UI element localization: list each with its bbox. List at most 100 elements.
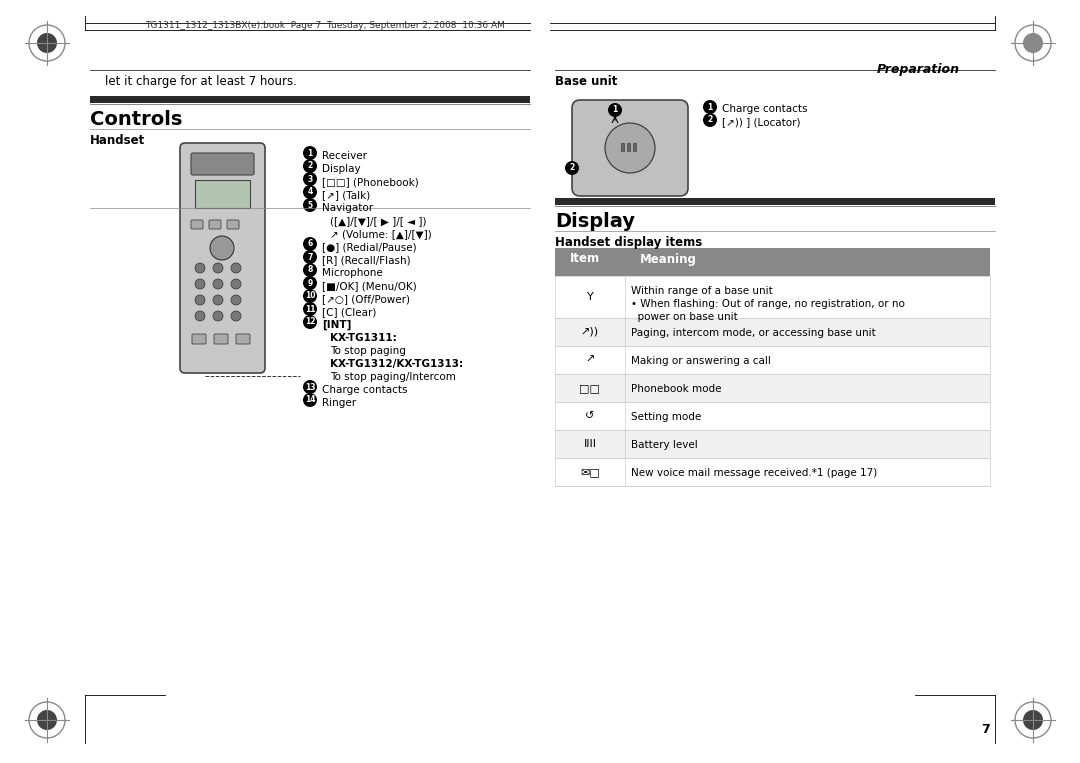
Text: 2: 2 [707, 115, 713, 124]
Circle shape [703, 113, 717, 127]
Text: • When flashing: Out of range, no registration, or no: • When flashing: Out of range, no regist… [631, 299, 905, 309]
Circle shape [195, 311, 205, 321]
Text: Y: Y [586, 292, 593, 302]
Text: To stop paging/Intercom: To stop paging/Intercom [330, 372, 456, 382]
Text: To stop paging: To stop paging [330, 346, 406, 356]
Text: 5: 5 [308, 201, 312, 210]
Text: Display: Display [322, 164, 361, 174]
Text: Navigator: Navigator [322, 203, 373, 213]
Circle shape [303, 198, 318, 212]
Text: Item: Item [570, 253, 600, 266]
Circle shape [1023, 33, 1043, 53]
Circle shape [605, 123, 654, 173]
Text: Microphone: Microphone [322, 268, 382, 278]
Text: 1: 1 [612, 105, 618, 114]
Text: New voice mail message received.*1 (page 17): New voice mail message received.*1 (page… [631, 468, 877, 478]
Circle shape [303, 315, 318, 329]
Text: 2: 2 [308, 162, 312, 170]
Bar [555, 346, 990, 374]
Text: Paging, intercom mode, or accessing base unit: Paging, intercom mode, or accessing base… [631, 328, 876, 338]
Text: 6: 6 [308, 240, 312, 249]
Text: 14: 14 [305, 395, 315, 404]
Text: 7: 7 [308, 253, 313, 262]
FancyBboxPatch shape [191, 153, 254, 175]
Text: [↗)) ] (Locator): [↗)) ] (Locator) [723, 117, 800, 127]
Bar [555, 402, 990, 430]
Text: ([▲]/[▼]/[ ▶ ]/[ ◄ ]): ([▲]/[▼]/[ ▶ ]/[ ◄ ]) [330, 216, 427, 226]
Circle shape [195, 263, 205, 273]
Text: 3: 3 [308, 175, 312, 183]
Text: power on base unit: power on base unit [631, 312, 738, 322]
Text: □□: □□ [580, 383, 600, 393]
FancyBboxPatch shape [210, 220, 221, 229]
Text: let it charge for at least 7 hours.: let it charge for at least 7 hours. [105, 75, 297, 88]
FancyBboxPatch shape [192, 334, 206, 344]
Circle shape [303, 146, 318, 160]
Circle shape [1023, 710, 1043, 730]
Text: 12: 12 [305, 317, 315, 327]
Text: Phonebook mode: Phonebook mode [631, 384, 721, 394]
Circle shape [303, 250, 318, 264]
Bar [633, 143, 636, 151]
Text: 11: 11 [305, 304, 315, 314]
Text: Meaning: Meaning [640, 253, 697, 266]
Circle shape [303, 276, 318, 290]
Circle shape [303, 263, 318, 277]
Text: Preparation: Preparation [877, 63, 960, 76]
Circle shape [231, 311, 241, 321]
Text: Handset: Handset [90, 134, 145, 147]
FancyBboxPatch shape [191, 220, 203, 229]
Text: 8: 8 [308, 266, 313, 275]
Text: 9: 9 [308, 278, 312, 288]
Text: TG1311_1312_1313BX(e).book  Page 7  Tuesday, September 2, 2008  10:36 AM: TG1311_1312_1313BX(e).book Page 7 Tuesda… [145, 21, 504, 30]
Text: ↗: ↗ [585, 355, 595, 365]
Text: ↺: ↺ [585, 411, 595, 421]
Bar [555, 276, 990, 318]
Circle shape [303, 289, 318, 303]
Circle shape [231, 263, 241, 273]
Text: Display: Display [555, 212, 635, 231]
Text: [□□] (Phonebook): [□□] (Phonebook) [322, 177, 419, 187]
Text: Receiver: Receiver [322, 151, 367, 161]
Bar [555, 318, 990, 346]
Circle shape [303, 380, 318, 394]
Bar [627, 143, 630, 151]
Text: KX-TG1312/KX-TG1313:: KX-TG1312/KX-TG1313: [330, 359, 463, 369]
Text: 10: 10 [305, 291, 315, 301]
Text: Battery level: Battery level [631, 440, 698, 450]
Bar [555, 248, 990, 276]
Circle shape [303, 393, 318, 407]
Circle shape [231, 295, 241, 305]
Text: [●] (Redial/Pause): [●] (Redial/Pause) [322, 242, 417, 252]
Text: Handset display items: Handset display items [555, 236, 702, 249]
Bar [90, 96, 530, 103]
Text: KX-TG1311:: KX-TG1311: [330, 333, 396, 343]
Circle shape [565, 161, 579, 175]
Text: 7: 7 [982, 723, 990, 736]
Text: Controls: Controls [90, 110, 183, 129]
Circle shape [303, 302, 318, 316]
Text: [R] (Recall/Flash): [R] (Recall/Flash) [322, 255, 410, 265]
Circle shape [213, 279, 222, 289]
Text: 1: 1 [707, 102, 713, 111]
Text: ✉□: ✉□ [580, 467, 599, 477]
Circle shape [303, 159, 318, 173]
Circle shape [37, 710, 57, 730]
Circle shape [231, 279, 241, 289]
Text: Setting mode: Setting mode [631, 412, 701, 422]
Bar [555, 374, 990, 402]
Text: IIII: IIII [583, 439, 596, 449]
Circle shape [37, 33, 57, 53]
Circle shape [195, 279, 205, 289]
Text: ↗ (Volume: [▲]/[▼]): ↗ (Volume: [▲]/[▼]) [330, 229, 432, 239]
Circle shape [213, 263, 222, 273]
Text: Making or answering a call: Making or answering a call [631, 356, 771, 366]
FancyBboxPatch shape [227, 220, 239, 229]
Bar [195, 180, 249, 208]
Circle shape [195, 295, 205, 305]
Text: [C] (Clear): [C] (Clear) [322, 307, 376, 317]
FancyBboxPatch shape [214, 334, 228, 344]
Text: Ringer: Ringer [322, 398, 356, 408]
FancyBboxPatch shape [237, 334, 249, 344]
Bar [621, 143, 624, 151]
